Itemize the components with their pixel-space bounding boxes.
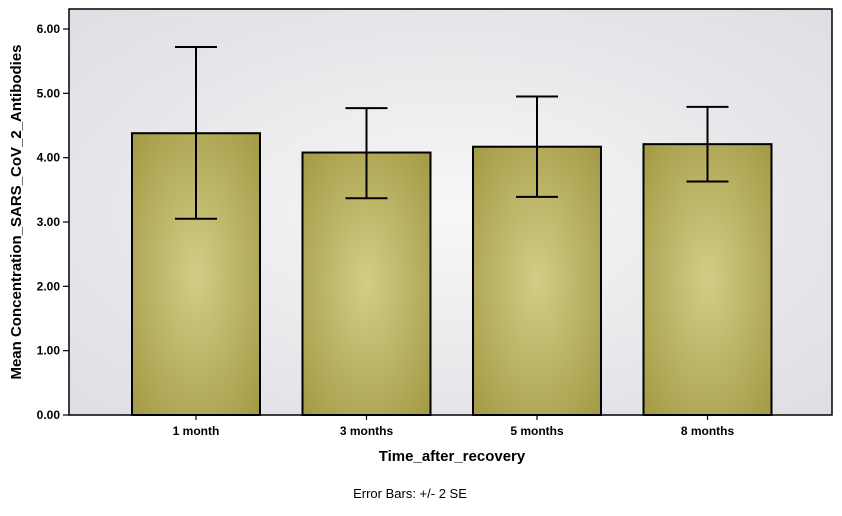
y-tick-label: 1.00 <box>37 344 61 358</box>
x-tick-label: 8 months <box>681 424 735 438</box>
y-tick-label: 4.00 <box>37 151 61 165</box>
bar <box>642 143 773 416</box>
y-tick-label: 2.00 <box>37 279 61 293</box>
y-axis: 0.00 1.00 2.00 3.00 4.00 5.00 6.00 <box>37 22 69 422</box>
error-bars-footnote: Error Bars: +/- 2 SE <box>353 486 467 501</box>
x-tick-label: 1 month <box>173 424 220 438</box>
x-axis-label: Time_after_recovery <box>379 448 526 465</box>
y-tick-label: 0.00 <box>37 408 61 422</box>
x-axis: 1 month 3 months 5 months 8 months <box>173 415 735 438</box>
x-tick-label: 3 months <box>340 424 394 438</box>
x-tick-label: 5 months <box>510 424 564 438</box>
y-tick-label: 5.00 <box>37 86 61 100</box>
y-axis-label: Mean Concentration_SARS_CoV_2_Antibodies <box>8 44 25 379</box>
y-tick-label: 6.00 <box>37 22 61 36</box>
y-tick-label: 3.00 <box>37 215 61 229</box>
